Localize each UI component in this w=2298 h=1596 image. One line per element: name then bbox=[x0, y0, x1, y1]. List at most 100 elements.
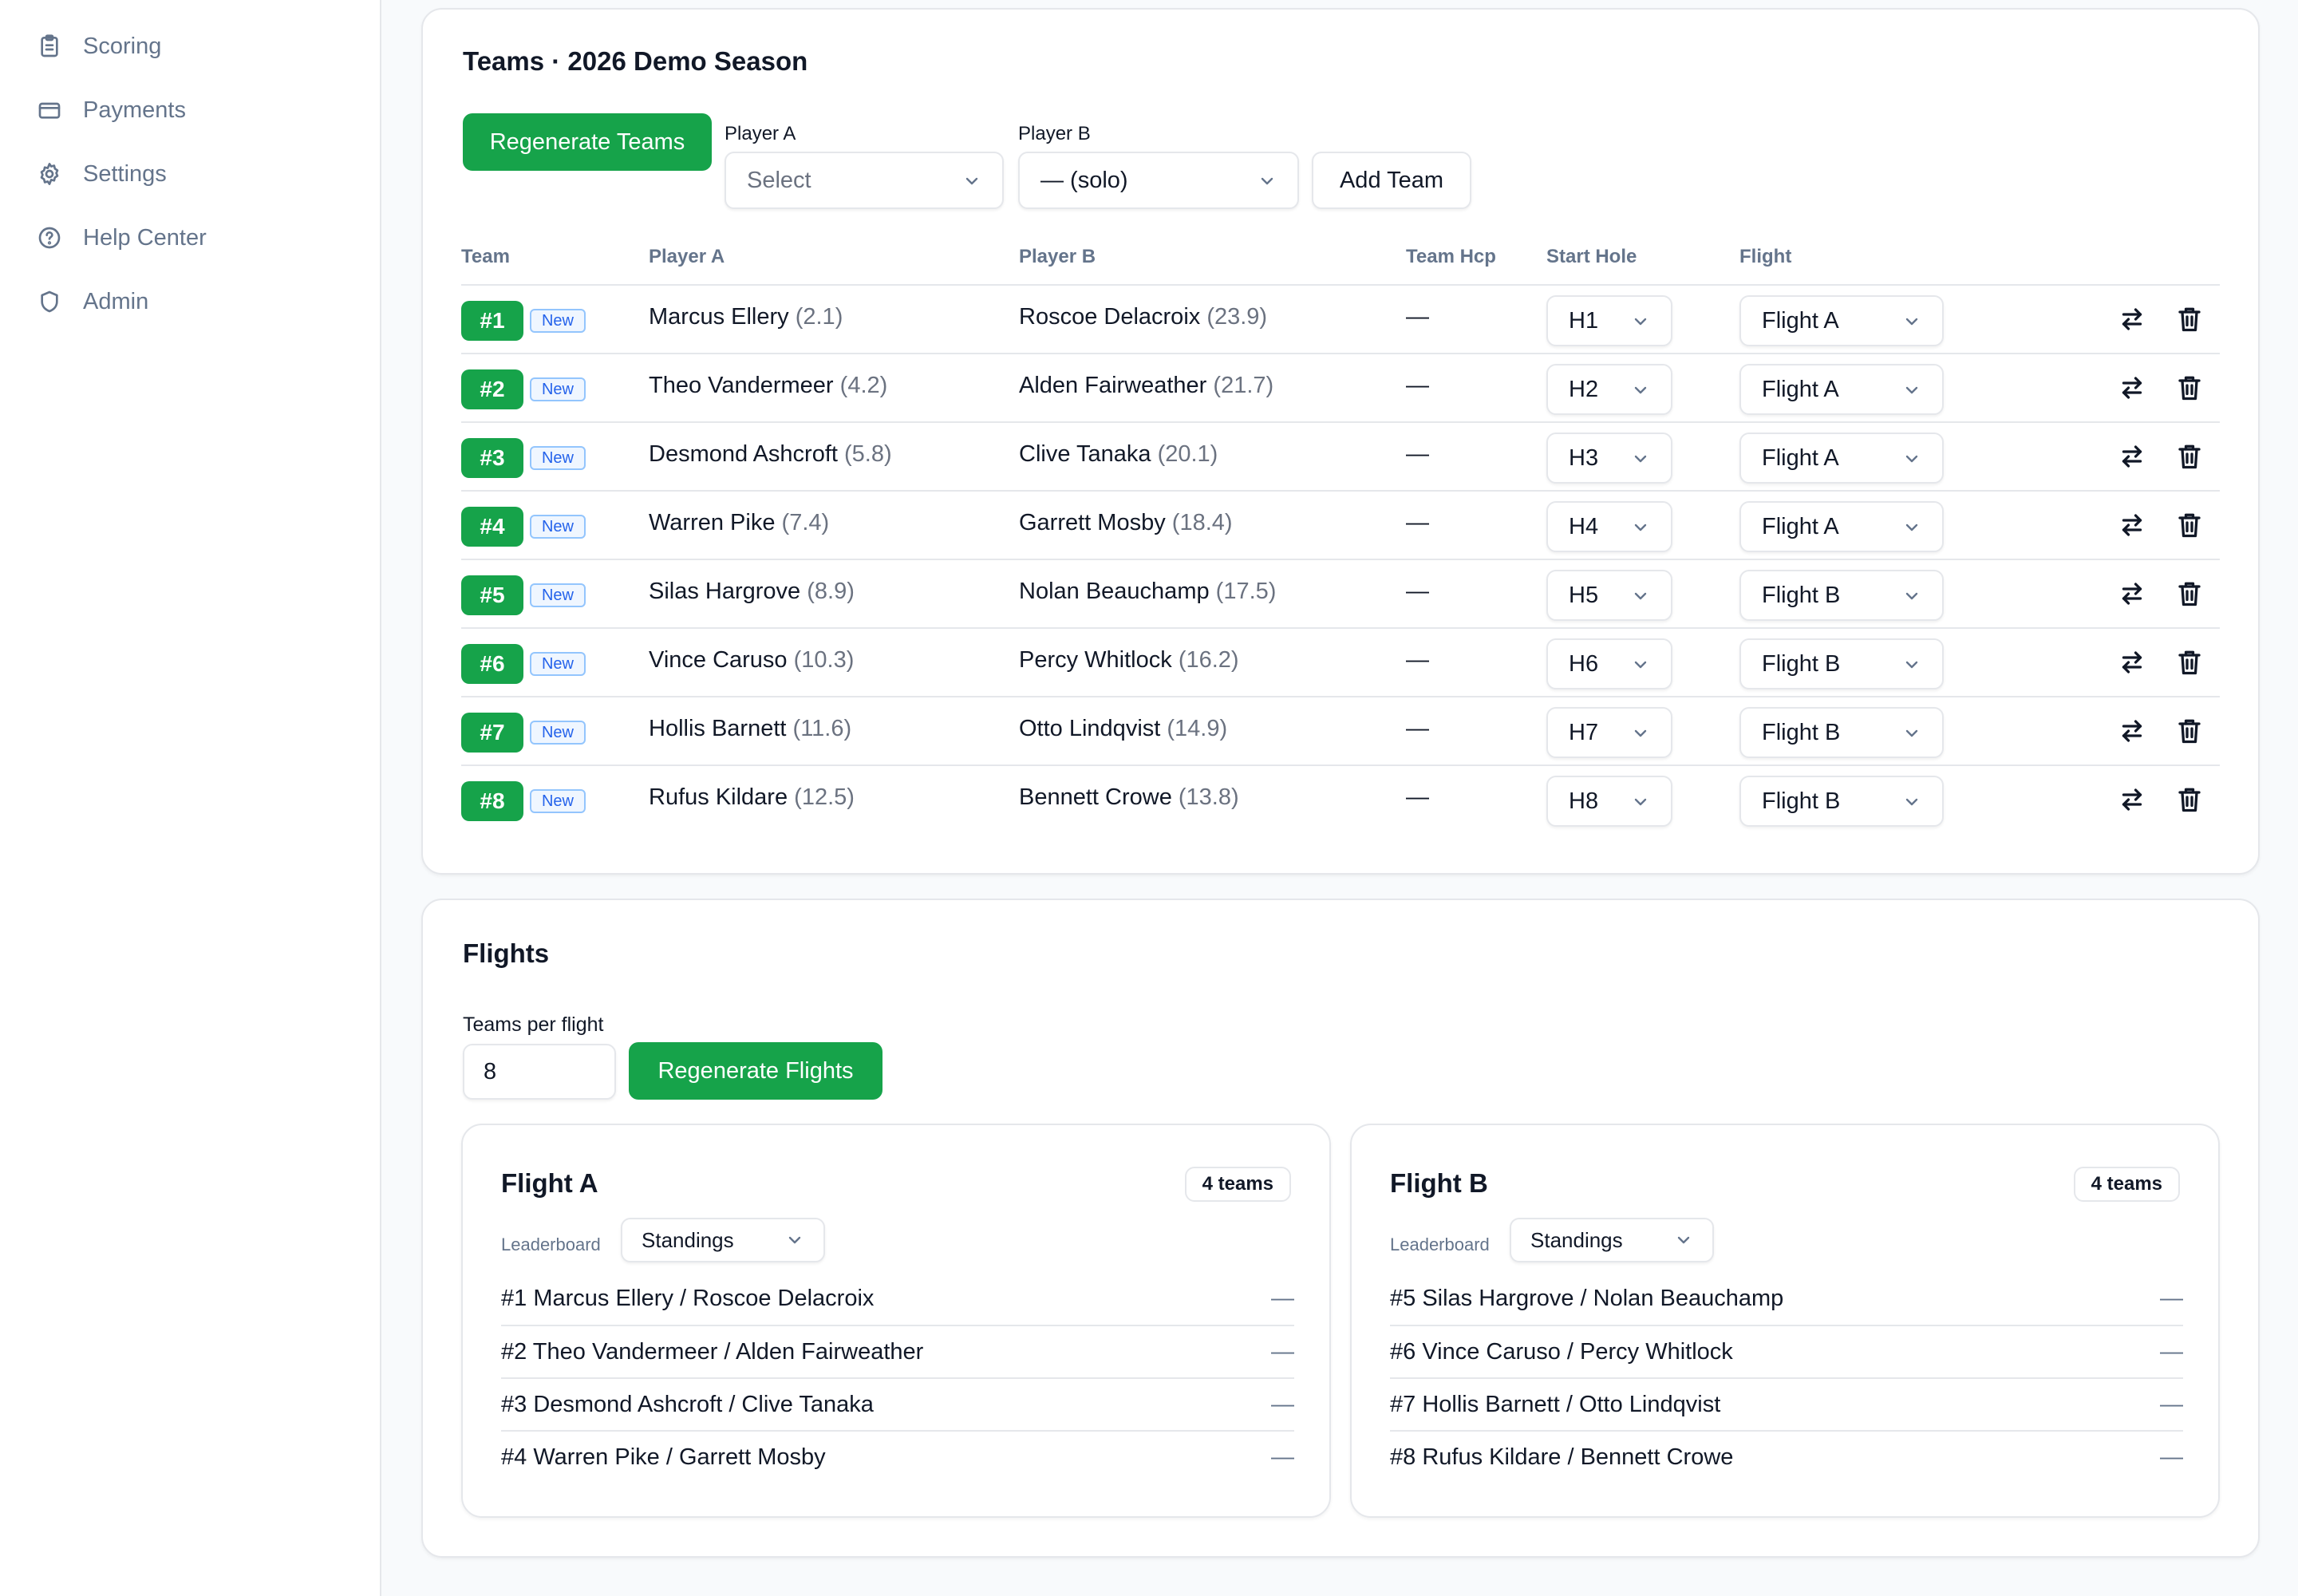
player-b-handicap: (23.9) bbox=[1206, 304, 1268, 330]
player-a-name: Silas Hargrove bbox=[649, 579, 801, 604]
start-hole-value: H1 bbox=[1569, 307, 1599, 334]
team-hcp-cell: — bbox=[1406, 441, 1429, 467]
player-b-name: Alden Fairweather bbox=[1019, 373, 1207, 398]
sidebar-item-payments[interactable]: Payments bbox=[35, 88, 346, 132]
swap-icon[interactable] bbox=[2118, 373, 2150, 405]
flight-select[interactable]: Flight B bbox=[1739, 776, 1944, 827]
add-team-button[interactable]: Add Team bbox=[1312, 152, 1471, 209]
start-hole-select[interactable]: H2 bbox=[1546, 364, 1672, 415]
team-count-badge: 4 teams bbox=[1184, 1167, 1291, 1202]
trash-icon[interactable] bbox=[2175, 785, 2207, 817]
trash-icon[interactable] bbox=[2175, 442, 2207, 474]
flight-team-score: — bbox=[2160, 1285, 2183, 1311]
leaderboard-select[interactable]: Standings bbox=[1510, 1218, 1714, 1262]
player-a-select[interactable]: Select bbox=[725, 152, 1004, 209]
start-hole-select[interactable]: H8 bbox=[1546, 776, 1672, 827]
gear-icon bbox=[35, 160, 64, 188]
swap-icon[interactable] bbox=[2118, 579, 2150, 611]
player-a-handicap: (7.4) bbox=[781, 510, 830, 535]
flight-card: Flight B 4 teams Leaderboard Standings #5 Si… bbox=[1350, 1124, 2220, 1518]
new-badge: New bbox=[530, 309, 586, 333]
sidebar-item-settings[interactable]: Settings bbox=[35, 152, 346, 196]
chevron-down-icon bbox=[1631, 448, 1650, 468]
player-a-handicap: (5.8) bbox=[844, 441, 892, 467]
flight-team-name: #1 Marcus Ellery / Roscoe Delacroix bbox=[501, 1285, 875, 1311]
chevron-down-icon bbox=[1631, 311, 1650, 330]
flight-select[interactable]: Flight A bbox=[1739, 295, 1944, 346]
chevron-down-icon bbox=[1631, 654, 1650, 674]
sidebar-item-admin[interactable]: Admin bbox=[35, 279, 346, 324]
swap-icon[interactable] bbox=[2118, 648, 2150, 680]
table-row: #6 New Vince Caruso (10.3) Percy Whitlock (… bbox=[461, 627, 2220, 696]
flight-select[interactable]: Flight B bbox=[1739, 638, 1944, 689]
team-number-badge: #8 bbox=[461, 781, 523, 821]
chevron-down-icon bbox=[1902, 792, 1921, 811]
team-hcp-cell: — bbox=[1406, 784, 1429, 810]
team-hcp-cell: — bbox=[1406, 304, 1429, 330]
new-badge: New bbox=[530, 515, 586, 539]
start-hole-select[interactable]: H7 bbox=[1546, 707, 1672, 758]
team-count-badge: 4 teams bbox=[2073, 1167, 2180, 1202]
team-hcp-cell: — bbox=[1406, 716, 1429, 741]
player-b-handicap: (16.2) bbox=[1178, 647, 1239, 673]
trash-icon[interactable] bbox=[2175, 579, 2207, 611]
chevron-down-icon bbox=[962, 171, 981, 190]
flight-select[interactable]: Flight B bbox=[1739, 707, 1944, 758]
flight-team-score: — bbox=[1271, 1391, 1294, 1417]
regenerate-flights-button[interactable]: Regenerate Flights bbox=[629, 1042, 882, 1100]
swap-icon[interactable] bbox=[2118, 717, 2150, 749]
sidebar-item-label: Admin bbox=[83, 288, 149, 314]
regenerate-teams-button[interactable]: Regenerate Teams bbox=[463, 113, 712, 171]
swap-icon[interactable] bbox=[2118, 442, 2150, 474]
chevron-down-icon bbox=[785, 1231, 804, 1250]
trash-icon[interactable] bbox=[2175, 373, 2207, 405]
leaderboard-label: Leaderboard bbox=[1390, 1235, 1490, 1254]
table-row: #8 New Rufus Kildare (12.5) Bennett Crowe (… bbox=[461, 764, 2220, 833]
player-b-cell: Alden Fairweather (21.7) bbox=[1019, 373, 1273, 399]
header-player-b: Player B bbox=[1019, 246, 1096, 267]
new-badge: New bbox=[530, 652, 586, 676]
player-b-handicap: (20.1) bbox=[1157, 441, 1218, 467]
flight-team-score: — bbox=[1271, 1285, 1294, 1311]
flight-select[interactable]: Flight B bbox=[1739, 570, 1944, 621]
player-a-handicap: (2.1) bbox=[795, 304, 843, 330]
swap-icon[interactable] bbox=[2118, 511, 2150, 543]
header-player-a: Player A bbox=[649, 246, 725, 267]
flight-select[interactable]: Flight A bbox=[1739, 364, 1944, 415]
player-a-handicap: (8.9) bbox=[807, 579, 855, 604]
sidebar-item-help-center[interactable]: Help Center bbox=[35, 215, 346, 260]
start-hole-value: H6 bbox=[1569, 650, 1599, 677]
header-flight: Flight bbox=[1739, 246, 1792, 267]
player-b-handicap: (13.8) bbox=[1178, 784, 1239, 810]
flight-select[interactable]: Flight A bbox=[1739, 501, 1944, 552]
start-hole-select[interactable]: H6 bbox=[1546, 638, 1672, 689]
team-number-badge: #5 bbox=[461, 575, 523, 615]
flight-select[interactable]: Flight A bbox=[1739, 433, 1944, 484]
trash-icon[interactable] bbox=[2175, 717, 2207, 749]
trash-icon[interactable] bbox=[2175, 648, 2207, 680]
teams-per-flight-input[interactable]: 8 bbox=[463, 1044, 616, 1100]
trash-icon[interactable] bbox=[2175, 511, 2207, 543]
trash-icon[interactable] bbox=[2175, 305, 2207, 337]
table-row: #7 New Hollis Barnett (11.6) Otto Lindqvist… bbox=[461, 696, 2220, 764]
start-hole-select[interactable]: H1 bbox=[1546, 295, 1672, 346]
new-badge: New bbox=[530, 377, 586, 401]
sidebar-item-scoring[interactable]: Scoring bbox=[35, 24, 346, 69]
table-row: #1 New Marcus Ellery (2.1) Roscoe Delacroix… bbox=[461, 284, 2220, 353]
player-a-label: Player A bbox=[725, 123, 796, 144]
chevron-down-icon bbox=[1902, 586, 1921, 605]
player-a-cell: Warren Pike (7.4) bbox=[649, 510, 829, 536]
start-hole-select[interactable]: H4 bbox=[1546, 501, 1672, 552]
new-badge: New bbox=[530, 721, 586, 745]
swap-icon[interactable] bbox=[2118, 785, 2150, 817]
start-hole-select[interactable]: H3 bbox=[1546, 433, 1672, 484]
flight-value: Flight A bbox=[1762, 444, 1839, 471]
leaderboard-select[interactable]: Standings bbox=[621, 1218, 825, 1262]
player-b-cell: Garrett Mosby (18.4) bbox=[1019, 510, 1233, 536]
flights-title: Flights bbox=[463, 938, 550, 968]
team-number-badge: #7 bbox=[461, 713, 523, 753]
start-hole-select[interactable]: H5 bbox=[1546, 570, 1672, 621]
clipboard-icon bbox=[35, 32, 64, 61]
player-b-select[interactable]: — (solo) bbox=[1018, 152, 1299, 209]
swap-icon[interactable] bbox=[2118, 305, 2150, 337]
